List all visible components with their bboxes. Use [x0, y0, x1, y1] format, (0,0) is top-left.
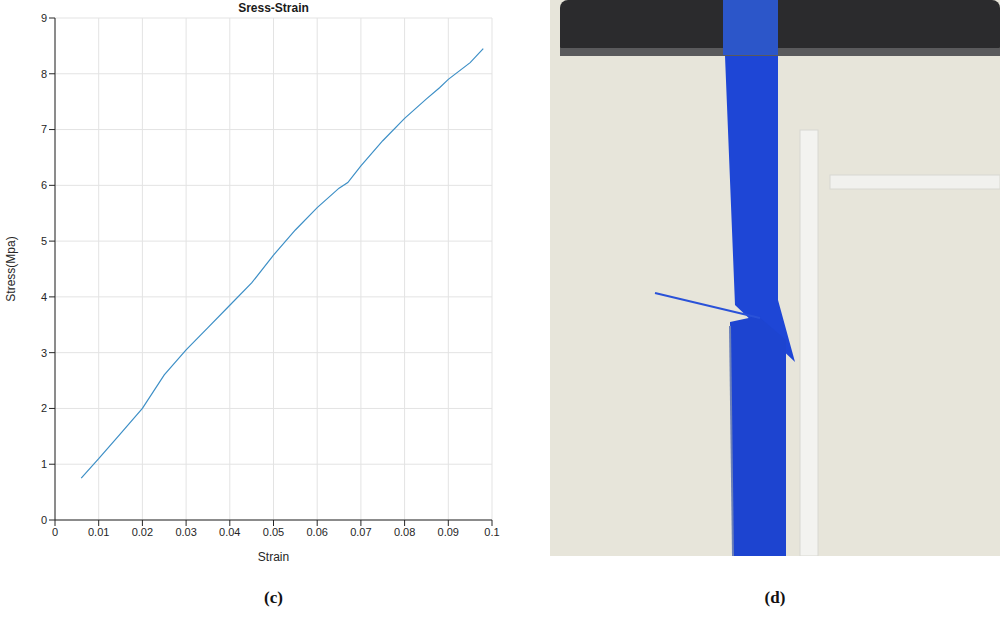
svg-text:0.02: 0.02 [132, 526, 153, 538]
svg-text:0.04: 0.04 [219, 526, 240, 538]
svg-text:0: 0 [41, 514, 47, 526]
html-text:Sress-Strain: Sress-Strain [238, 1, 309, 15]
svg-text:Stress(Mpa): Stress(Mpa) [4, 236, 18, 301]
svg-text:0.06: 0.06 [306, 526, 327, 538]
svg-text:6: 6 [41, 179, 47, 191]
svg-text:8: 8 [41, 68, 47, 80]
svg-text:0.09: 0.09 [438, 526, 459, 538]
html-text:(d): (d) [764, 588, 786, 607]
svg-text:0.1: 0.1 [484, 526, 499, 538]
svg-text:0.08: 0.08 [394, 526, 415, 538]
svg-text:0.07: 0.07 [350, 526, 371, 538]
svg-text:0.01: 0.01 [88, 526, 109, 538]
svg-text:4: 4 [41, 291, 47, 303]
svg-text:3: 3 [41, 347, 47, 359]
html-text:(c): (c) [264, 588, 283, 607]
svg-text:5: 5 [41, 235, 47, 247]
svg-text:Strain: Strain [258, 550, 289, 564]
svg-text:0: 0 [52, 526, 58, 538]
svg-text:1: 1 [41, 458, 47, 470]
svg-text:0.03: 0.03 [175, 526, 196, 538]
svg-text:9: 9 [41, 12, 47, 24]
svg-text:2: 2 [41, 402, 47, 414]
svg-text:0.05: 0.05 [263, 526, 284, 538]
svg-text:7: 7 [41, 123, 47, 135]
